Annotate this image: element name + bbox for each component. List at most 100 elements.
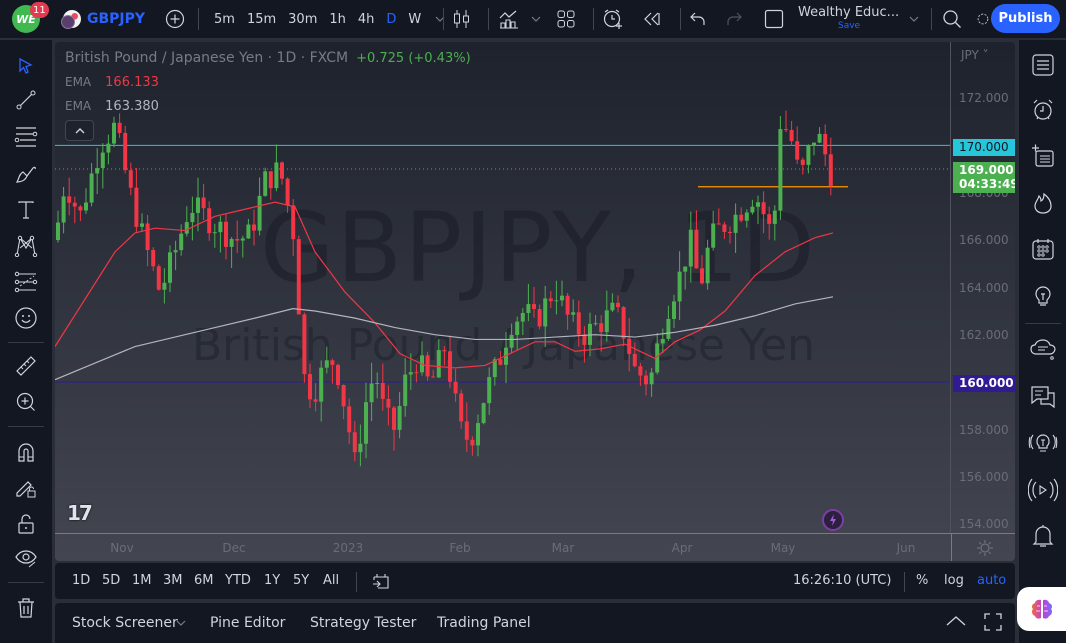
hotlists-button[interactable] [1028,188,1058,218]
time-tick: Apr [671,541,693,555]
price-tick: 172.000 [959,91,1009,105]
text-tool[interactable] [10,194,42,226]
divider [356,572,357,592]
range-all[interactable]: All [323,573,340,588]
layout-dropdown[interactable] [906,0,922,38]
interval-1w[interactable]: W [408,11,422,27]
create-alert-button[interactable] [600,0,626,38]
tab-trading-panel[interactable]: Trading Panel [437,615,531,631]
pattern-tool[interactable] [10,230,42,262]
range-1m[interactable]: 1M [132,573,152,588]
right-sidebar [1019,40,1066,643]
symbol-search-button[interactable]: GBPJPY [61,0,145,38]
divider [1025,323,1061,324]
take-snapshot-button[interactable] [762,0,786,38]
watchlist-button[interactable] [1028,50,1058,80]
search-button[interactable] [940,0,964,38]
object-tree-button[interactable] [1028,141,1058,171]
lock-all-tool[interactable] [10,508,42,540]
range-3m[interactable]: 3M [163,573,183,588]
bottom-panel: Stock Screener Pine Editor Strategy Test… [55,603,1015,643]
chart-type-button[interactable] [450,0,474,38]
remove-tool[interactable] [10,592,42,624]
range-6m[interactable]: 6M [194,573,214,588]
redo-button[interactable] [722,0,746,38]
chats-button[interactable] [1028,382,1058,412]
indicators-dropdown[interactable] [528,0,544,38]
emoji-tool[interactable] [10,302,42,334]
interval-tabs: 5m 15m 30m 1h 4h D W [208,0,453,38]
alerts-button[interactable] [1028,95,1058,125]
screener-dropdown[interactable] [176,620,186,626]
interval-30m[interactable]: 30m [288,11,318,27]
prediction-tool[interactable] [10,266,42,298]
ema-slow-legend[interactable]: EMA 163.380 [65,99,159,114]
divider [488,8,489,30]
tab-strategy-tester[interactable]: Strategy Tester [310,615,417,631]
layout-save-status[interactable]: Save [838,21,861,31]
notification-badge: 11 [30,2,49,18]
divider [680,8,681,30]
interval-15m[interactable]: 15m [246,11,277,27]
measure-tool[interactable] [10,350,42,382]
layouts-button[interactable] [554,0,578,38]
range-5y[interactable]: 5Y [293,573,310,588]
price-pane[interactable]: GBPJPY, 1D British Pound / Japanese Yen … [55,42,950,533]
go-to-date-button[interactable] [372,572,390,590]
add-symbol-button[interactable] [163,0,187,38]
layout-name-button[interactable]: Wealthy Educ... [798,5,900,20]
notifications-button[interactable] [1028,521,1058,551]
fib-tool[interactable] [10,120,42,152]
settings-button[interactable] [976,0,990,38]
hide-tool[interactable] [10,542,42,574]
maximize-icon [984,613,1002,631]
brush-icon [15,166,36,183]
interval-4h[interactable]: 4h [357,11,375,27]
publish-button[interactable]: Publish [991,4,1060,33]
lock-drawings-tool[interactable] [10,472,42,504]
indicators-button[interactable] [496,0,522,38]
replay-button[interactable] [640,0,664,38]
price-axis[interactable]: JPY ˅ 172.000 168.000 166.000 164.000 16… [950,42,1015,533]
ideas-button[interactable] [1028,281,1058,311]
expand-panel-button[interactable] [946,615,966,627]
maximize-panel-button[interactable] [984,613,1002,631]
cursor-tool[interactable] [10,50,42,82]
time-axis[interactable]: Nov Dec 2023 Feb Mar Apr May Jun [55,533,1015,561]
chart-settings-button[interactable] [976,539,994,557]
range-1y[interactable]: 1Y [264,573,281,588]
currency-selector[interactable]: JPY ˅ [961,48,989,62]
percent-toggle[interactable]: % [916,573,929,588]
log-toggle[interactable]: log [944,573,964,588]
calendar-button[interactable] [1028,234,1058,264]
candles-icon [454,10,469,28]
broadcasts-button[interactable] [1028,475,1058,505]
range-5d[interactable]: 5D [102,573,121,588]
utc-clock[interactable]: 16:26:10 (UTC) [793,573,892,588]
undo-button[interactable] [686,0,710,38]
ai-assistant-button[interactable] [1017,587,1066,631]
interval-5m[interactable]: 5m [214,11,235,27]
magnet-tool[interactable] [10,436,42,468]
eye-icon [15,550,37,568]
tradingview-logo[interactable]: 17 [67,501,93,525]
interval-1h[interactable]: 1h [329,11,346,27]
streams-button[interactable] [1028,428,1058,458]
tab-pine-editor[interactable]: Pine Editor [210,615,286,631]
chart-container[interactable]: GBPJPY, 1D British Pound / Japanese Yen … [55,42,1015,561]
range-ytd[interactable]: YTD [225,573,251,588]
gbp-jpy-flag-icon [61,10,81,29]
collapse-legend-button[interactable] [65,120,94,141]
interval-1d[interactable]: D [386,11,397,27]
interval-dropdown[interactable] [427,0,453,38]
minds-button[interactable] [1028,334,1058,364]
range-1d[interactable]: 1D [72,573,91,588]
ema-fast-legend[interactable]: EMA 166.133 [65,75,159,90]
zoom-in-tool[interactable] [10,386,42,418]
avatar-initials: WE [16,12,36,26]
auto-toggle[interactable]: auto [977,573,1007,588]
lightning-button[interactable] [822,509,844,531]
brush-tool[interactable] [10,158,42,190]
tab-stock-screener[interactable]: Stock Screener [72,615,178,631]
trend-line-tool[interactable] [10,84,42,116]
